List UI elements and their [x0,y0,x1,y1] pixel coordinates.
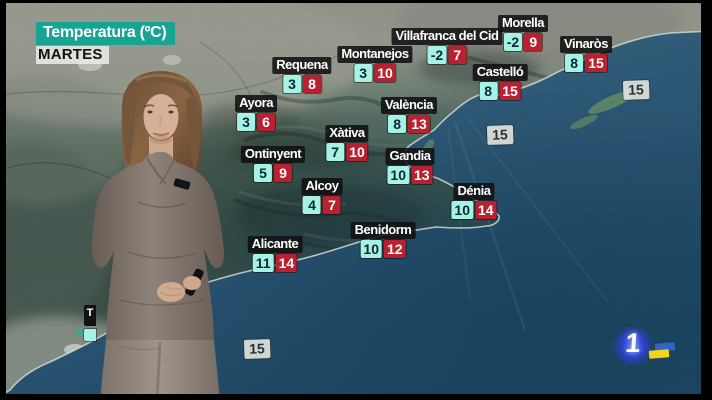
min-temp: 8 [388,115,407,133]
temperature-pair: 11 14 [248,254,303,272]
max-temp: 10 [374,64,396,82]
station-label: Gandia 10 13 [385,147,435,184]
station-label: Alicante 11 14 [247,235,303,272]
ukraine-flag-icon [648,342,677,362]
max-temp: 14 [475,201,497,219]
city-name: València [380,97,438,114]
sea-temp-label: 15 [243,339,271,359]
min-temp: 4 [303,196,321,214]
presenter-hands [157,276,201,302]
max-temp: 13 [408,115,430,133]
tve-la1-logo: 1 [612,325,654,367]
shoulder-clip [173,178,191,190]
station-label: Benidorm 10 12 [350,221,416,258]
min-temp: -2 [427,46,447,64]
city-name: Montanejos [337,46,413,63]
max-temp: 7 [323,196,341,214]
min-temp: 10 [387,166,409,184]
sea-temp-label: 15 [486,125,514,145]
station-label: Villafranca del Cid -2 7 [391,27,503,64]
presenter-facial-features [143,104,179,136]
city-name: Ontinyent [240,146,306,163]
logo-glow [612,325,654,367]
city-name: Vinaròs [560,36,612,53]
flag-yellow-stripe [648,349,670,359]
temperature-pair: 8 15 [473,82,528,100]
occluded-station-label: T [84,305,96,341]
temperature-pair: 8 13 [381,115,437,133]
city-name: Alicante [247,236,303,253]
day-label: MARTES [36,46,109,64]
city-name: Morella [497,15,549,32]
min-temp: 8 [565,54,584,72]
temperature-pair: -2 9 [498,33,548,51]
temperature-pair: -2 7 [392,46,503,64]
min-temp: 5 [253,164,272,182]
station-label: Morella -2 9 [497,14,549,51]
temperature-pair: 10 13 [385,166,434,184]
temperature-pair: 10 14 [451,201,497,219]
temperature-pair: 8 15 [560,54,612,72]
station-label: València 8 13 [380,96,438,133]
header: Temperatura (ºC) MARTES [36,22,176,64]
frame-edge-right [701,0,712,400]
city-name: Castelló [472,64,528,81]
frame-edge-bottom [0,394,712,400]
min-temp: 3 [237,113,255,131]
max-temp: 7 [448,46,467,64]
max-temp: 12 [383,240,406,258]
max-temp: 15 [585,54,607,72]
max-temp: 14 [275,254,298,272]
sea-temp-label: 15 [622,80,650,100]
temperature-pair: 7 10 [325,143,368,161]
min-temp: 10 [451,201,473,219]
max-temp: 6 [257,113,275,131]
temperature-pair: 3 10 [337,64,412,82]
city-name: Dénia [453,183,495,200]
station-label: Vinaròs 8 15 [560,35,612,72]
city-name: Alcoy [301,178,343,195]
city-name: Villafranca del Cid [391,28,503,45]
title-badge: Temperatura (ºC) [36,22,176,45]
city-name: Gandia [385,148,435,165]
station-label: Dénia 10 14 [451,182,497,219]
occluded-label-text: T [84,305,96,326]
city-name: Benidorm [350,222,416,239]
min-temp: 3 [354,64,373,82]
city-name: Requena [272,57,332,74]
sweater-folds [119,157,205,306]
city-name: Ayora [235,95,277,112]
max-temp: 13 [410,166,433,184]
station-label: Montanejos 3 10 [337,45,413,82]
min-temp: 3 [283,75,301,93]
min-temp: 10 [360,240,382,258]
max-temp: 9 [524,33,543,51]
min-temp: 11 [252,254,274,272]
occluded-min-temp-fragment [84,329,96,341]
max-temp: 8 [303,75,321,93]
station-label: Xàtiva 7 10 [325,124,369,161]
min-temp: 8 [479,82,498,100]
frame-edge-top [0,0,712,3]
max-temp: 15 [499,82,521,100]
min-temp: 7 [326,143,345,161]
city-name: Xàtiva [325,125,369,142]
max-temp: 9 [273,164,292,182]
max-temp: 10 [346,143,368,161]
min-temp: -2 [503,33,523,51]
station-label: Castelló 8 15 [472,63,528,100]
frame-edge-left [0,0,6,400]
temperature-pair: 10 12 [351,240,416,258]
